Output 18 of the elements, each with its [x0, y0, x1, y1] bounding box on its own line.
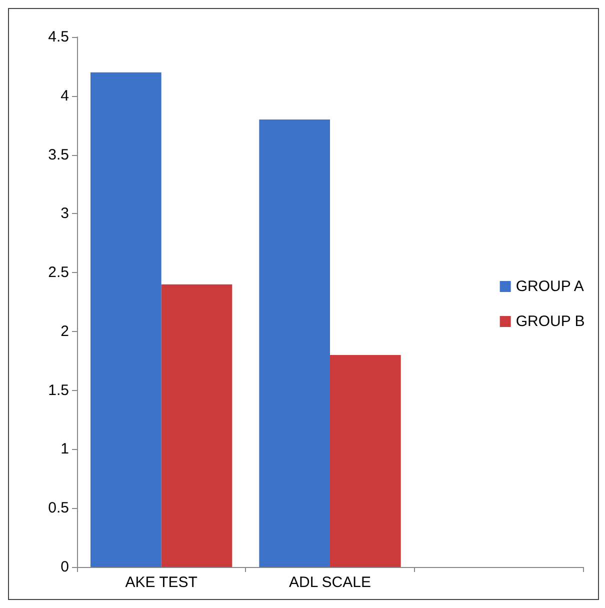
- bar: [330, 355, 401, 567]
- y-tick-label: 3.5: [48, 146, 69, 164]
- y-tick-label: 4: [60, 87, 69, 104]
- bar: [90, 72, 162, 567]
- y-tick-label: 1.5: [48, 382, 69, 399]
- y-tick-label: 1: [60, 440, 69, 458]
- x-tick-label: AKE TEST: [125, 574, 198, 591]
- x-tick-label: ADL SCALE: [289, 574, 371, 591]
- y-tick-label: 2: [60, 322, 69, 340]
- bar: [161, 284, 232, 567]
- y-tick-label: 2.5: [48, 264, 69, 282]
- y-tick-label: 3: [60, 205, 69, 222]
- y-tick-label: 0: [60, 558, 69, 576]
- y-tick-label: 0.5: [48, 500, 69, 517]
- bar: [259, 119, 330, 567]
- legend-label: GROUP A: [516, 278, 584, 295]
- y-tick-label: 4.5: [48, 28, 69, 46]
- legend-label: GROUP B: [516, 313, 585, 330]
